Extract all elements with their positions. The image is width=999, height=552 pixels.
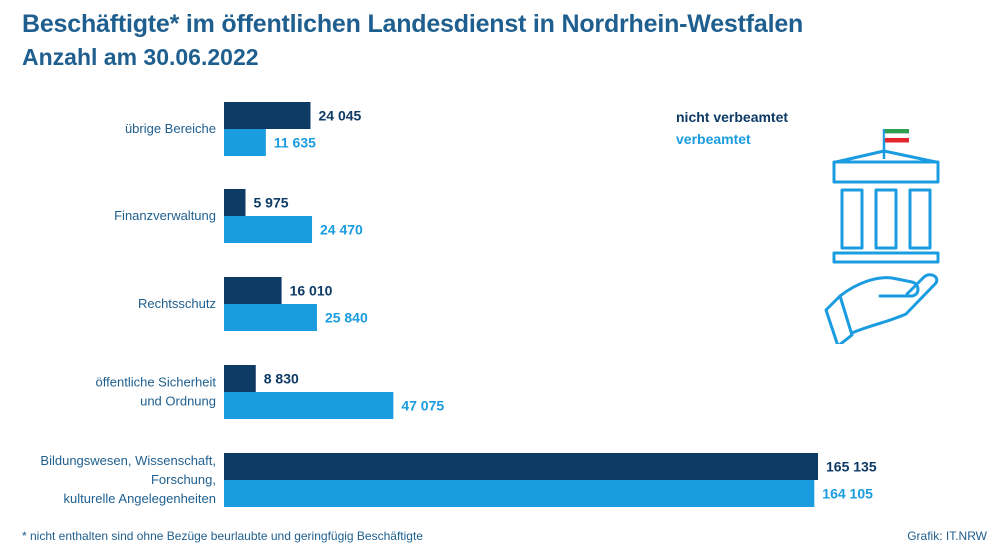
value-label-bildungswesen-wissenschaft-forschung-verbeamtet: 164 105 [822, 486, 873, 502]
bar-bildungswesen-wissenschaft-forschung-verbeamtet [224, 480, 815, 507]
flag-icon [882, 129, 910, 159]
bar-finanzverwaltung-verbeamtet [224, 216, 313, 243]
category-label-bildungswesen-wissenschaft-forschung: Bildungswesen, Wissenschaft, [40, 453, 216, 468]
value-label-finanzverwaltung-nicht-verbeamtet: 5 975 [253, 195, 288, 211]
bar-uebrige-bereiche-verbeamtet [224, 129, 266, 156]
bar-finanzverwaltung-nicht-verbeamtet [224, 189, 246, 216]
bar-rechtsschutz-verbeamtet [224, 304, 317, 331]
category-label-rechtsschutz: Rechtsschutz [138, 296, 216, 311]
value-label-finanzverwaltung-verbeamtet: 24 470 [320, 222, 363, 238]
bar-bildungswesen-wissenschaft-forschung-nicht-verbeamtet [224, 453, 818, 480]
category-label-oeffentliche-sicherheit-und: und Ordnung [140, 394, 216, 409]
category-label-uebrige-bereiche: übrige Bereiche [125, 121, 216, 136]
footnote: * nicht enthalten sind ohne Bezüge beurl… [22, 529, 423, 543]
value-label-oeffentliche-sicherheit-und-nicht-verbeamtet: 8 830 [264, 371, 299, 387]
category-label-finanzverwaltung: Finanzverwaltung [114, 208, 216, 223]
source-credit: Grafik: IT.NRW [907, 529, 987, 543]
government-building-icon [824, 129, 940, 344]
open-hand-icon [824, 273, 939, 344]
bar-uebrige-bereiche-nicht-verbeamtet [224, 102, 311, 129]
chart-title: Beschäftigte* im öffentlichen Landesdien… [22, 10, 804, 38]
value-label-rechtsschutz-nicht-verbeamtet: 16 010 [290, 283, 333, 299]
value-label-bildungswesen-wissenschaft-forschung-nicht-verbeamtet: 165 135 [826, 459, 877, 475]
legend-verbeamtet: verbeamtet [676, 131, 751, 147]
value-label-oeffentliche-sicherheit-und-verbeamtet: 47 075 [401, 398, 444, 414]
bar-oeffentliche-sicherheit-und-nicht-verbeamtet [224, 365, 256, 392]
chart-subtitle: Anzahl am 30.06.2022 [22, 44, 259, 70]
category-label-oeffentliche-sicherheit-und: öffentliche Sicherheit [96, 375, 217, 390]
legend-nicht-verbeamtet: nicht verbeamtet [676, 109, 789, 125]
bar-rechtsschutz-nicht-verbeamtet [224, 277, 282, 304]
category-label-bildungswesen-wissenschaft-forschung: kulturelle Angelegenheiten [63, 491, 216, 506]
value-label-rechtsschutz-verbeamtet: 25 840 [325, 310, 368, 326]
category-label-bildungswesen-wissenschaft-forschung: Forschung, [151, 472, 216, 487]
value-label-uebrige-bereiche-verbeamtet: 11 635 [274, 135, 316, 151]
value-label-uebrige-bereiche-nicht-verbeamtet: 24 045 [318, 108, 361, 124]
bar-oeffentliche-sicherheit-und-verbeamtet [224, 392, 394, 419]
